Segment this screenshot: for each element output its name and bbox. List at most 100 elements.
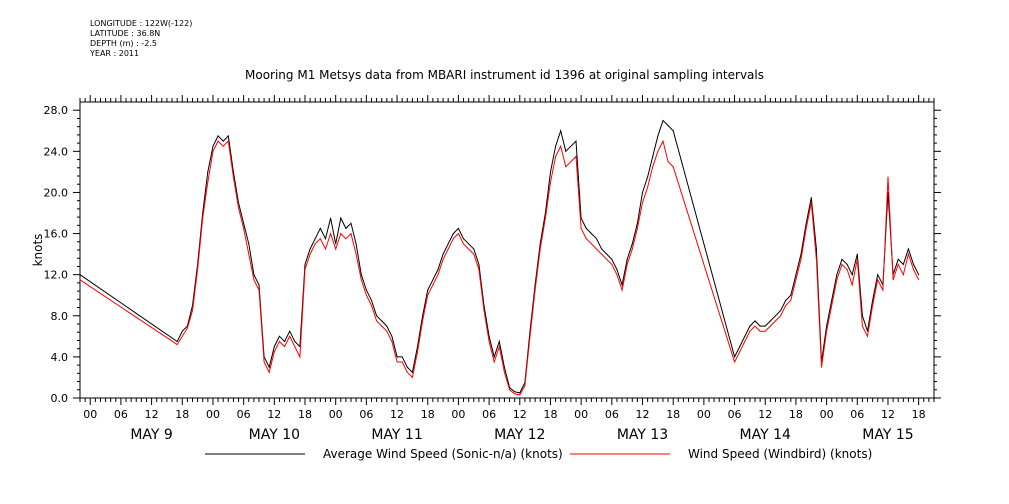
data-point [284, 341, 286, 342]
data-point [417, 346, 418, 348]
data-point [473, 253, 475, 255]
x-tick-label: 18 [789, 408, 803, 421]
data-point [902, 263, 904, 265]
data-point [826, 325, 828, 327]
data-point [805, 227, 807, 229]
data-point [642, 202, 643, 204]
x-tick-label: 18 [666, 408, 680, 421]
data-point [258, 284, 260, 286]
data-point [325, 238, 326, 240]
data-point [437, 274, 439, 276]
data-point [550, 181, 551, 183]
series-1 [79, 119, 920, 394]
data-point [222, 140, 224, 142]
y-tick-label: 0.0 [51, 392, 69, 405]
data-point [846, 269, 848, 270]
x-tick-label: 12 [267, 408, 281, 421]
x-tick-label: 06 [850, 408, 864, 421]
year-label: YEAR : 2011 [90, 49, 140, 58]
data-point [861, 325, 863, 327]
data-point [585, 227, 587, 229]
data-point [248, 243, 250, 245]
data-point [207, 171, 209, 173]
data-point [647, 186, 649, 188]
data-point [836, 279, 838, 281]
data-point [345, 238, 347, 240]
data-point [616, 269, 618, 270]
data-point [478, 263, 480, 265]
latitude-label: LATITUDE : 36.8N [90, 29, 161, 38]
data-point [299, 356, 301, 358]
data-point [442, 253, 444, 255]
data-point [601, 248, 603, 250]
data-point [856, 258, 858, 260]
data-point [555, 145, 557, 147]
data-point [749, 325, 751, 327]
data-point [463, 243, 464, 245]
data-point [417, 351, 418, 353]
data-point [795, 274, 797, 276]
data-point [457, 227, 459, 229]
data-point [406, 366, 408, 368]
data-point [913, 263, 914, 265]
data-point [882, 289, 884, 291]
data-point [754, 325, 756, 327]
data-point [289, 335, 291, 337]
data-point [744, 335, 746, 337]
data-point [376, 320, 378, 322]
data-point [325, 248, 326, 250]
data-point [273, 346, 275, 348]
data-point [851, 274, 853, 276]
data-point [478, 269, 480, 270]
data-point [836, 274, 838, 276]
x-tick-label: 18 [421, 408, 435, 421]
data-point [902, 274, 904, 276]
chart-title: Mooring M1 Metsys data from MBARI instru… [245, 68, 764, 82]
y-tick-label: 20.0 [44, 186, 69, 199]
y-tick-label: 4.0 [51, 351, 69, 364]
data-point [780, 315, 782, 317]
data-point [519, 394, 521, 396]
y-tick-label: 28.0 [44, 104, 69, 117]
data-point [749, 330, 751, 332]
x-day-label: MAY 11 [371, 427, 422, 443]
data-point [918, 279, 920, 281]
x-tick-label: 12 [513, 408, 527, 421]
x-tick-label: 00 [820, 408, 834, 421]
data-point [406, 371, 408, 373]
data-point [800, 253, 802, 255]
data-point [626, 258, 628, 260]
data-point [350, 222, 352, 224]
data-point [212, 150, 214, 152]
data-point [330, 233, 332, 235]
data-point [463, 238, 464, 240]
data-point [877, 274, 879, 276]
data-point [575, 156, 577, 157]
data-point [831, 299, 833, 301]
x-tick-label: 06 [482, 408, 496, 421]
data-point [217, 135, 219, 137]
data-point [810, 197, 812, 199]
data-point [411, 371, 413, 373]
data-point [468, 248, 470, 250]
data-point [841, 258, 843, 260]
metadata-block: LONGITUDE : 122W(-122) LATITUDE : 36.8N … [90, 19, 192, 59]
data-point [381, 325, 383, 327]
data-point [386, 330, 388, 332]
data-point [376, 315, 378, 317]
data-point [422, 320, 424, 322]
data-point [509, 389, 511, 391]
data-point [596, 248, 597, 250]
data-point [570, 161, 572, 163]
data-point [243, 227, 245, 229]
data-point [181, 335, 183, 337]
data-point [238, 202, 239, 204]
data-point [565, 166, 567, 168]
data-point [631, 248, 633, 250]
data-point [483, 310, 485, 312]
data-point [432, 279, 434, 281]
x-tick-label: 00 [697, 408, 711, 421]
data-point [243, 222, 245, 224]
data-point [652, 156, 654, 157]
